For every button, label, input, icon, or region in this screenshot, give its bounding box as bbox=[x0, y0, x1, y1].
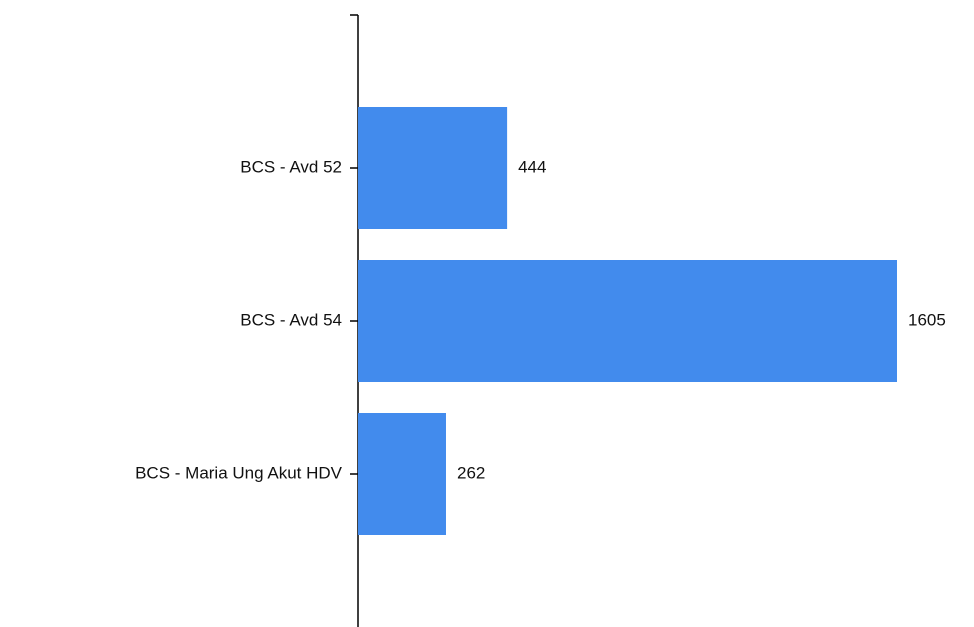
bar bbox=[358, 107, 508, 229]
y-tick-label: BCS - Avd 54 bbox=[240, 310, 342, 329]
value-label: 1605 bbox=[908, 310, 946, 329]
value-label: 262 bbox=[457, 463, 485, 482]
value-label: 444 bbox=[518, 157, 546, 176]
y-tick-label: BCS - Maria Ung Akut HDV bbox=[135, 463, 343, 482]
bar bbox=[358, 413, 446, 535]
bar bbox=[358, 260, 897, 382]
y-tick-label: BCS - Avd 52 bbox=[240, 157, 342, 176]
